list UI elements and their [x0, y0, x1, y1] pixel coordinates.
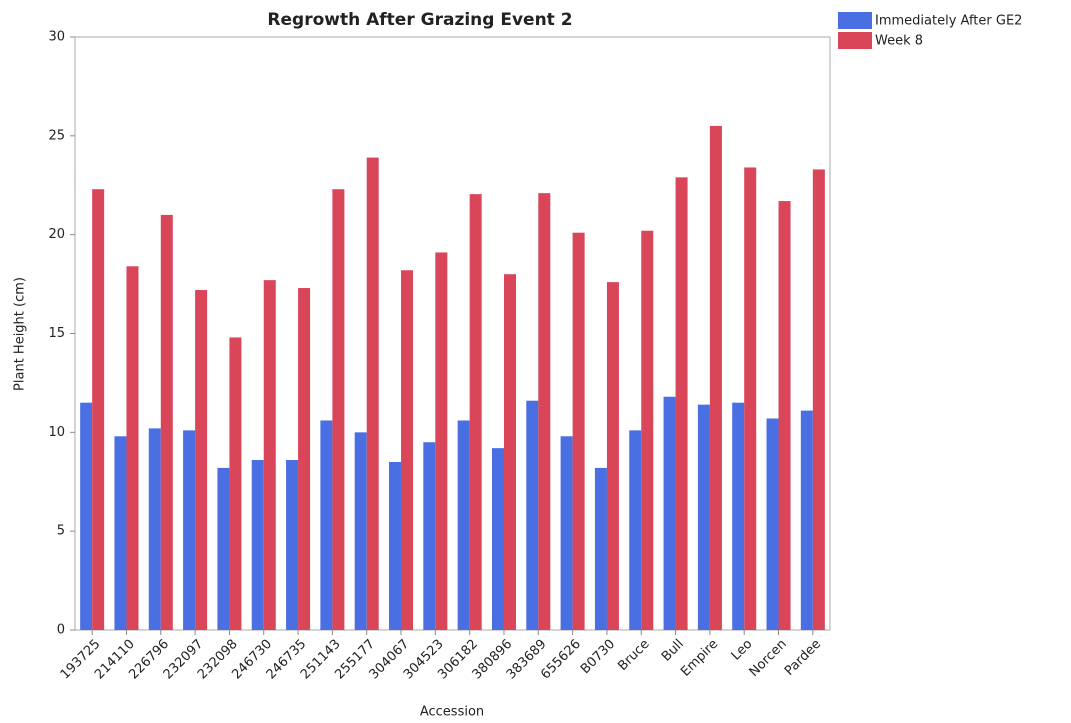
y-tick-label: 5 [57, 524, 65, 539]
x-tick-label: Norcen [747, 637, 790, 680]
legend-swatch [838, 12, 872, 29]
bar [251, 460, 264, 630]
x-tick-label: Bruce [615, 637, 652, 674]
chart-title: Regrowth After Grazing Event 2 [267, 10, 572, 30]
bar [744, 167, 757, 630]
y-axis-label: Plant Height (cm) [13, 277, 28, 391]
bar [286, 460, 299, 630]
bar [366, 157, 379, 630]
x-tick-label: Pardee [782, 637, 824, 679]
y-tick-label: 0 [57, 623, 65, 638]
bar [766, 418, 779, 630]
bar [457, 420, 470, 630]
bar [641, 230, 654, 631]
bar [126, 266, 139, 630]
y-tick-label: 20 [48, 227, 65, 242]
bar [263, 280, 276, 630]
bar [594, 467, 607, 630]
bar [217, 467, 230, 630]
bar [560, 436, 573, 630]
bar [572, 232, 585, 630]
x-tick-label: Bull [659, 637, 687, 665]
legend-swatch [838, 32, 872, 49]
y-tick-label: 10 [48, 425, 65, 440]
bar [526, 400, 539, 630]
bar [709, 125, 722, 630]
x-axis-label: Accession [420, 705, 484, 720]
legend-label: Immediately After GE2 [875, 14, 1022, 29]
bar [812, 169, 825, 631]
bar [503, 274, 516, 630]
bar [332, 189, 345, 630]
bar [423, 442, 436, 630]
bar [92, 189, 105, 630]
bar [538, 193, 551, 630]
bar [80, 402, 93, 630]
x-tick-label: Leo [729, 637, 756, 664]
bar [320, 420, 333, 630]
bar [663, 396, 676, 630]
bar [606, 282, 619, 630]
x-tick-label: B0730 [578, 637, 618, 677]
bar [435, 252, 448, 630]
bar [778, 201, 791, 630]
bar [114, 436, 127, 630]
bar [629, 430, 642, 630]
bar [401, 270, 414, 630]
bar [195, 290, 208, 630]
x-tick-label: Empire [678, 637, 721, 680]
bar [800, 410, 813, 630]
y-tick-label: 30 [48, 30, 65, 45]
y-tick-label: 25 [48, 128, 65, 143]
bar [160, 214, 173, 630]
legend-label: Week 8 [875, 34, 923, 49]
bar [148, 428, 161, 630]
bar [229, 337, 242, 630]
bar [389, 461, 402, 630]
bar [354, 432, 367, 630]
bar [183, 430, 196, 630]
bar [675, 177, 688, 631]
y-tick-label: 15 [48, 326, 65, 341]
bar [732, 402, 745, 630]
bar [469, 194, 482, 630]
bar [491, 448, 504, 630]
bar [697, 404, 710, 630]
bar [298, 288, 311, 630]
